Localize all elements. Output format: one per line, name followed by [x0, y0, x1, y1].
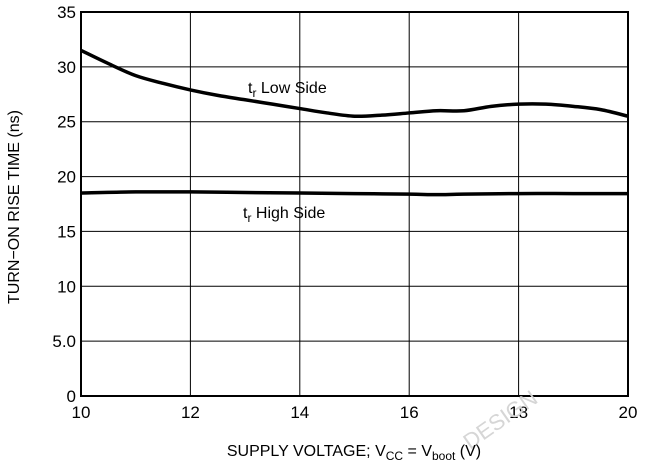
- x-tick-labels: 10 12 14 16 18 20: [72, 403, 638, 422]
- high-side-label: tr High Side: [243, 205, 325, 225]
- y-axis-label: TURN−ON RISE TIME (ns): [6, 110, 23, 304]
- x-tick-label: 12: [181, 403, 200, 422]
- low-side-label: tr Low Side: [248, 80, 327, 100]
- grid: [80, 11, 629, 397]
- series-lines: [80, 48, 629, 197]
- x-tick-label: 14: [290, 403, 309, 422]
- x-tick-label: 10: [72, 403, 91, 422]
- x-tick-label: 20: [619, 403, 638, 422]
- y-tick-label: 0: [67, 387, 76, 406]
- y-tick-label: 20: [57, 168, 76, 187]
- high-side-series-line: [80, 190, 628, 197]
- y-tick-label: 15: [57, 222, 76, 241]
- low-side-series-line: [80, 48, 629, 119]
- x-tick-label: 18: [509, 403, 528, 422]
- x-axis-label: SUPPLY VOLTAGE; VCC = Vboot (V): [227, 443, 481, 463]
- y-tick-label: 5.0: [52, 332, 76, 351]
- y-tick-label: 10: [57, 277, 76, 296]
- y-tick-label: 30: [57, 58, 76, 77]
- y-tick-label: 25: [57, 113, 76, 132]
- x-tick-label: 16: [400, 403, 419, 422]
- plot-frame: [80, 11, 629, 397]
- y-tick-labels: 0 5.0 10 15 20 25 30 35: [52, 3, 76, 406]
- y-tick-label: 35: [57, 3, 76, 22]
